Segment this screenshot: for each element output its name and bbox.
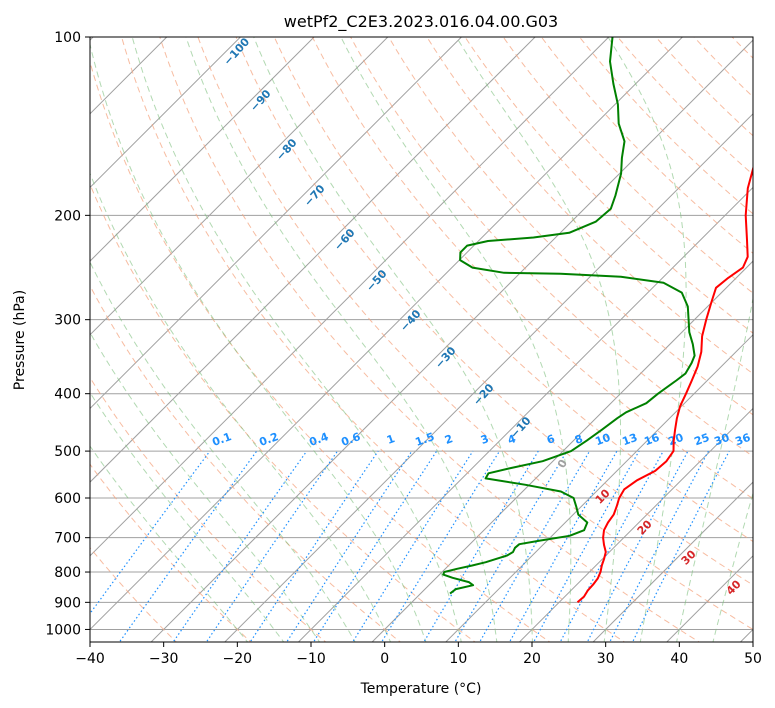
isotherm-line	[90, 37, 242, 189]
mixing-ratio-line	[352, 450, 474, 642]
y-tick-label: 900	[54, 595, 81, 611]
dry-adiabat	[197, 37, 753, 630]
x-tick-label: 10	[449, 651, 467, 667]
y-tick-label: 500	[54, 444, 81, 460]
profile-lines	[442, 37, 753, 604]
dewpoint-profile	[442, 37, 696, 595]
mixing-ratio-label: 8	[573, 432, 585, 447]
x-axis-label: Temperature (°C)	[360, 681, 482, 697]
moist-adiabat	[131, 37, 462, 642]
temperature-profile	[576, 165, 753, 604]
moist-adiabat	[712, 491, 753, 642]
moist-adiabat	[90, 42, 427, 642]
chart-title: wetPf2_C2E3.2023.016.04.00.G03	[284, 12, 558, 32]
isotherm-line	[90, 37, 463, 410]
mixing-ratio-label: 1.5	[413, 430, 436, 449]
mixing-ratio-label: 13	[620, 431, 639, 448]
mixing-ratio-label: 4	[506, 432, 518, 447]
y-tick-label: 200	[54, 208, 81, 224]
y-tick-label: 1000	[45, 622, 81, 638]
mixing-ratio-label: 36	[733, 431, 752, 449]
isotherm-line	[90, 37, 610, 557]
mixing-ratio-label: 0.6	[339, 430, 362, 449]
moist-adiabat	[90, 445, 249, 642]
moist-adiabat	[676, 296, 753, 642]
mixing-ratio-line	[205, 450, 338, 642]
mixing-ratio-line	[586, 450, 689, 642]
mixing-ratio-label: 1	[385, 432, 397, 447]
isotherm-line	[150, 39, 753, 642]
moist-adiabat	[90, 331, 321, 642]
dry-adiabat	[90, 284, 402, 642]
x-tick-label: −30	[149, 651, 179, 667]
mixing-ratio-label: 16	[642, 431, 661, 449]
mixing-ratio-label: 10	[593, 431, 612, 449]
dry-adiabat	[90, 376, 327, 642]
mixing-ratio-label: 3	[479, 432, 491, 447]
mixing-ratio-label: 30	[712, 431, 731, 449]
moist-adiabat	[90, 260, 356, 642]
x-tick-label: 50	[744, 651, 762, 667]
dry-adiabat	[90, 463, 252, 642]
mixing-ratio-line	[285, 450, 413, 642]
moist-adiabat	[455, 37, 622, 642]
guide-lines	[90, 37, 753, 642]
isotherm-line	[371, 260, 753, 642]
moist-adiabat	[253, 37, 533, 642]
moist-adiabat	[90, 172, 392, 642]
mixing-ratio-line	[118, 450, 258, 642]
mixing-ratio-label: 6	[545, 432, 557, 447]
dry-adiabat	[90, 183, 476, 642]
mixing-ratio-line	[249, 450, 379, 642]
x-tick-label: 0	[380, 651, 389, 667]
y-tick-label: 100	[54, 30, 81, 46]
mixing-ratio-line	[559, 450, 664, 642]
x-tick-label: −40	[75, 651, 105, 667]
plot-frame	[89, 36, 754, 643]
x-tick-label: −20	[223, 651, 253, 667]
mixing-ratio-line	[609, 450, 710, 642]
x-tick-label: 40	[670, 651, 688, 667]
moist-adiabat	[185, 37, 498, 642]
isotherm-line	[90, 37, 315, 262]
dry-adiabat	[502, 37, 753, 294]
mixing-ratio-label: 0.2	[257, 430, 280, 449]
mixing-ratio-line	[312, 450, 438, 642]
isotherm-line	[518, 407, 753, 642]
x-axis: −40 −30 −20 −10 0 10 20 30 40 50	[75, 642, 762, 667]
isotherm-line	[90, 37, 684, 631]
mixing-ratio-line	[380, 450, 501, 642]
mixing-ratio-line	[454, 450, 568, 642]
isotherm-line	[224, 113, 753, 642]
moist-adiabat	[90, 391, 285, 642]
mixing-ratio-label: 2	[443, 432, 455, 447]
y-tick-label: 300	[54, 313, 81, 329]
mixing-ratio-label: 25	[692, 431, 711, 448]
mixing-ratio-line	[172, 450, 308, 642]
mixing-ratio-label: 0.1	[210, 430, 233, 449]
x-tick-label: 30	[597, 651, 615, 667]
y-tick-label: 700	[54, 531, 81, 547]
mixing-ratio-line	[90, 450, 211, 615]
dry-adiabat	[121, 37, 626, 642]
x-tick-label: 20	[523, 651, 541, 667]
isotherm-line	[90, 37, 536, 483]
moist-adiabat	[340, 37, 572, 642]
x-tick-label: −10	[296, 651, 326, 667]
isotherm-line	[445, 334, 753, 642]
dry-adiabat	[90, 60, 551, 642]
y-axis-label: Pressure (hPa)	[12, 290, 28, 390]
isotherm-line	[297, 186, 753, 642]
mixing-ratio-label: 20	[666, 431, 685, 449]
isotherm-line	[592, 481, 753, 642]
mixing-ratio-label: 0.4	[307, 430, 330, 449]
y-tick-label: 600	[54, 491, 81, 507]
y-tick-label: 800	[54, 565, 81, 581]
y-axis: 100 200 300 400 500 600 700 800 900 1000	[45, 30, 90, 638]
moist-adiabat	[607, 37, 687, 642]
y-tick-label: 400	[54, 387, 81, 403]
